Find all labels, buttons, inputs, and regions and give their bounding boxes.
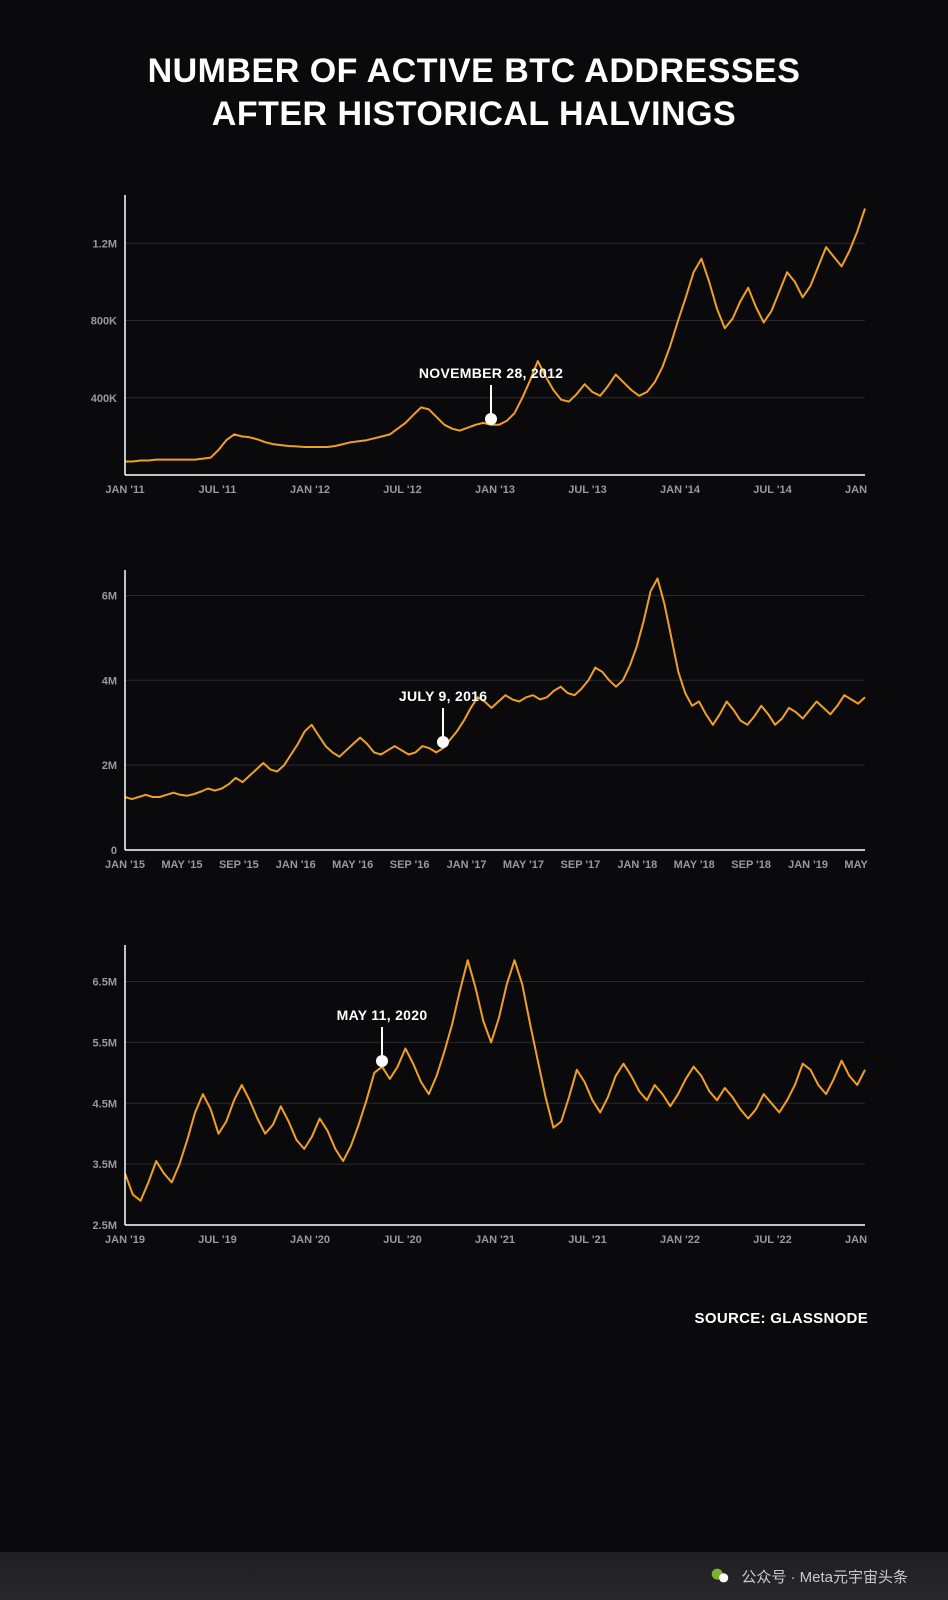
svg-text:JUL '12: JUL '12 (383, 484, 422, 496)
chart-3-svg: 2.5M 3.5M 4.5M 5.5M 6.5M JAN '19 JUL '19 JAN '2… (70, 935, 870, 1255)
svg-text:JAN '19: JAN '19 (105, 1234, 145, 1246)
svg-text:JUL '14: JUL '14 (753, 484, 792, 496)
page-title: NUMBER OF ACTIVE BTC ADDRESSES AFTER HIS… (70, 50, 878, 135)
svg-text:MAY '16: MAY '16 (332, 859, 373, 871)
svg-text:JAN '18: JAN '18 (617, 859, 657, 871)
svg-text:JUL '13: JUL '13 (568, 484, 607, 496)
svg-text:SEP '16: SEP '16 (390, 859, 430, 871)
svg-text:JUL '20: JUL '20 (383, 1234, 422, 1246)
svg-text:JAN '21: JAN '21 (475, 1234, 515, 1246)
svg-text:3.5M: 3.5M (93, 1159, 117, 1171)
svg-text:JAN '19: JAN '19 (788, 859, 828, 871)
svg-text:6.5M: 6.5M (93, 977, 117, 989)
svg-text:2.5M: 2.5M (93, 1220, 117, 1232)
svg-text:JUL '22: JUL '22 (753, 1234, 792, 1246)
chart-panel-1: 400K 800K 1.2M JAN '11 JUL '11 JAN '12 JUL '12… (70, 185, 878, 505)
svg-text:JUL '21: JUL '21 (568, 1234, 607, 1246)
wechat-icon (709, 1565, 731, 1587)
svg-text:4.5M: 4.5M (93, 1098, 117, 1110)
title-line2: AFTER HISTORICAL HALVINGS (212, 95, 736, 133)
svg-text:4M: 4M (102, 675, 117, 687)
footer-text: 公众号 · Meta元宇宙头条 (741, 1566, 908, 1587)
svg-text:JUL '11: JUL '11 (199, 484, 237, 496)
svg-text:5.5M: 5.5M (93, 1037, 117, 1049)
footer-bar: 公众号 · Meta元宇宙头条 (0, 1552, 948, 1600)
chart-panel-2: 0 2M 4M 6M JAN '15 MAY '15 SEP '15 JAN '16 MAY '… (70, 560, 878, 880)
svg-text:400K: 400K (91, 393, 117, 405)
title-line1: NUMBER OF ACTIVE BTC ADDRESSES (148, 52, 801, 90)
svg-text:MAY '17: MAY '17 (503, 859, 544, 871)
svg-text:MAY '18: MAY '18 (674, 859, 715, 871)
svg-text:6M: 6M (102, 590, 117, 602)
source-attribution: SOURCE: GLASSNODE (70, 1310, 878, 1327)
svg-text:MAY '15: MAY '15 (161, 859, 202, 871)
svg-text:SEP '15: SEP '15 (219, 859, 259, 871)
svg-text:JAN '23: JAN '23 (845, 1234, 870, 1246)
svg-text:JAN '22: JAN '22 (660, 1234, 700, 1246)
chart-2-svg: 0 2M 4M 6M JAN '15 MAY '15 SEP '15 JAN '16 MAY '… (70, 560, 870, 880)
svg-text:JAN '14: JAN '14 (660, 484, 701, 496)
chart-panel-3: 2.5M 3.5M 4.5M 5.5M 6.5M JAN '19 JUL '19 JAN '2… (70, 935, 878, 1255)
svg-text:JAN '16: JAN '16 (276, 859, 316, 871)
svg-text:JAN '13: JAN '13 (475, 484, 515, 496)
svg-text:JAN '15: JAN '15 (845, 484, 870, 496)
svg-text:800K: 800K (91, 316, 117, 328)
svg-text:2M: 2M (102, 760, 117, 772)
svg-text:0: 0 (111, 845, 117, 857)
svg-text:JAN '17: JAN '17 (447, 859, 487, 871)
svg-text:SEP '17: SEP '17 (561, 859, 601, 871)
svg-text:1.2M: 1.2M (93, 238, 117, 250)
svg-text:JAN '15: JAN '15 (105, 859, 145, 871)
svg-text:JAN '11: JAN '11 (105, 484, 144, 496)
svg-text:JAN '12: JAN '12 (290, 484, 330, 496)
svg-text:JAN '20: JAN '20 (290, 1234, 330, 1246)
svg-text:MAY '19: MAY '19 (844, 859, 870, 871)
svg-text:SEP '18: SEP '18 (731, 859, 771, 871)
chart-1-svg: 400K 800K 1.2M JAN '11 JUL '11 JAN '12 JUL '12… (70, 185, 870, 505)
svg-text:JUL '19: JUL '19 (198, 1234, 237, 1246)
